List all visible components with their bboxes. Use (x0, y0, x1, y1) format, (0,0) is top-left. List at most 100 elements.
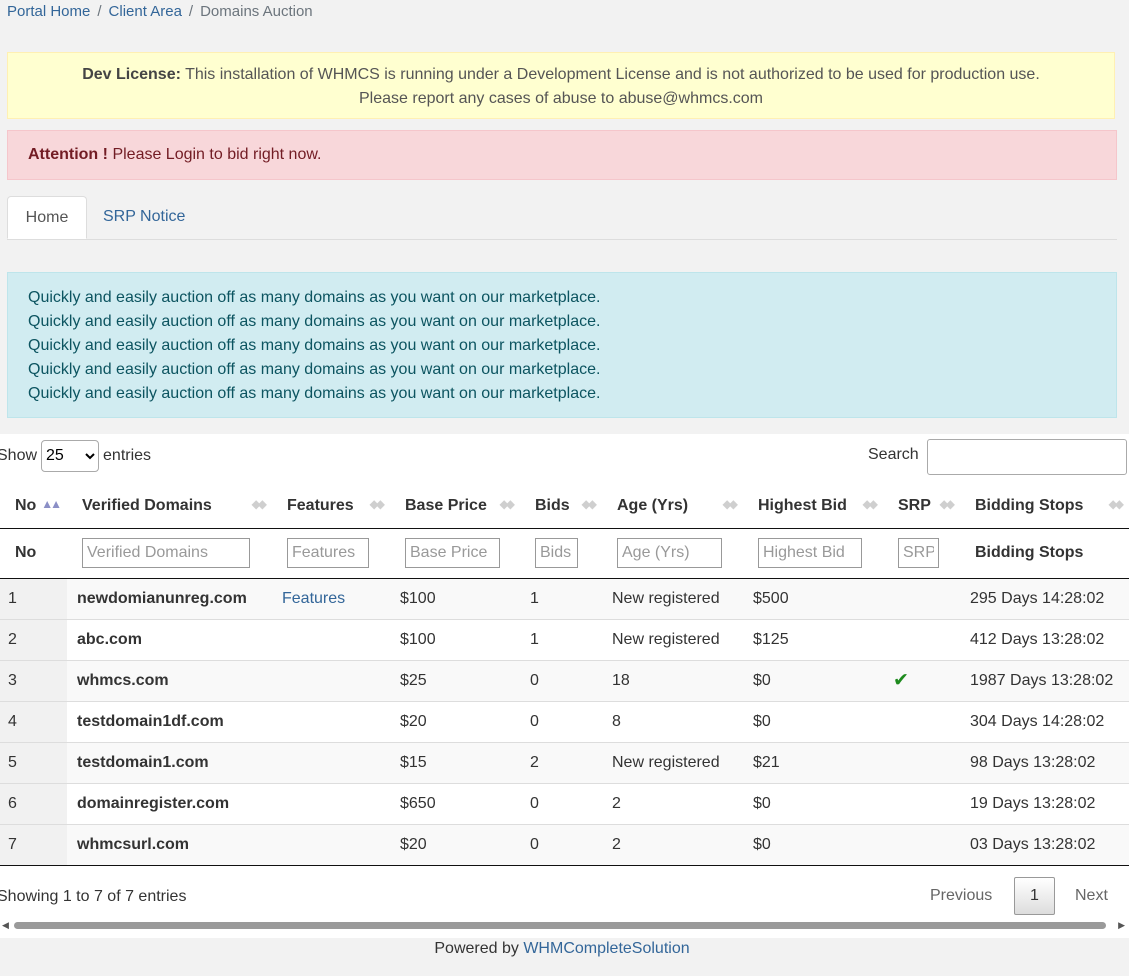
row-bidding-stops-cell: 412 Days 13:28:02 (960, 618, 1129, 660)
sort-both-icon: ◆◆ (251, 497, 268, 511)
table-header-row: No ▲▲ Verified Domains ◆◆ Features ◆◆ Base … (0, 484, 1129, 529)
filter-features[interactable] (287, 538, 369, 568)
table-row: 7 whmcsurl.com $20 0 2 $0 03 Days 13:28:02 (0, 823, 1129, 866)
sort-both-icon: ◆◆ (369, 497, 386, 511)
breadcrumb-separator: / (97, 3, 102, 20)
row-age-cell: 18 (602, 659, 743, 701)
sort-both-icon: ◆◆ (1108, 497, 1125, 511)
row-features-cell (272, 823, 390, 866)
pagination-previous[interactable]: Previous (930, 887, 993, 904)
row-age-cell: New registered (602, 741, 743, 783)
row-features-cell (272, 741, 390, 783)
row-bidding-stops-cell: 19 Days 13:28:02 (960, 782, 1129, 824)
col-header-highest-bid[interactable]: Highest Bid ◆◆ (743, 484, 883, 529)
footer: Powered by WHMCompleteSolution (0, 940, 1124, 958)
search-label: Search (868, 446, 919, 463)
table-row: 2 abc.com $100 1 New registered $125 412 Days … (0, 618, 1129, 660)
filter-bidding-stops-label: Bidding Stops (960, 528, 1129, 579)
sort-both-icon: ◆◆ (862, 497, 879, 511)
page-length-select[interactable]: 102550100 (41, 439, 100, 472)
col-header-verified-domains[interactable]: Verified Domains ◆◆ (67, 484, 272, 529)
sort-both-icon: ◆◆ (581, 497, 598, 511)
marketplace-info-box: Quickly and easily auction off as many d… (7, 272, 1117, 418)
filter-base-price[interactable] (405, 538, 500, 568)
dev-license-label: Dev License: (82, 66, 181, 83)
row-base-price-cell: $15 (390, 741, 520, 783)
row-bids-cell: 0 (520, 659, 602, 701)
tab-srp-notice[interactable]: SRP Notice (103, 208, 186, 225)
search-input[interactable] (927, 439, 1127, 475)
row-features-cell (272, 618, 390, 660)
table-row: 1 newdomianunreg.com Features $100 1 New regi… (0, 578, 1129, 619)
tab-home[interactable]: Home (7, 196, 87, 239)
col-header-no[interactable]: No ▲▲ (0, 484, 67, 529)
filter-srp[interactable] (898, 538, 939, 568)
sort-both-icon: ◆◆ (722, 497, 739, 511)
col-header-srp[interactable]: SRP ◆◆ (883, 484, 960, 529)
row-bidding-stops-cell: 1987 Days 13:28:02 (960, 659, 1129, 701)
col-header-label: Verified Domains (82, 496, 212, 514)
col-header-label: Highest Bid (758, 496, 847, 514)
filter-bids[interactable] (535, 538, 578, 568)
row-no-cell: 3 (0, 659, 67, 701)
table-row: 4 testdomain1df.com $20 0 8 $0 304 Days 14:28:… (0, 700, 1129, 742)
table-filter-row: No Bidding Stops (0, 528, 1129, 579)
col-header-bidding-stops[interactable]: Bidding Stops ◆◆ (960, 484, 1129, 529)
dev-license-text: This installation of WHMCS is running un… (185, 66, 1040, 83)
table-row: 5 testdomain1.com $15 2 New registered $21 98 … (0, 741, 1129, 783)
pagination-page-1[interactable]: 1 (1014, 877, 1055, 915)
filter-age[interactable] (617, 538, 722, 568)
row-features-cell (272, 782, 390, 824)
features-link[interactable]: Features (282, 589, 346, 607)
pagination-next[interactable]: Next (1075, 887, 1108, 904)
filter-verified-domains[interactable] (82, 538, 250, 568)
row-no-cell: 6 (0, 782, 67, 824)
col-header-features[interactable]: Features ◆◆ (272, 484, 390, 529)
filter-highest-bid[interactable] (758, 538, 862, 568)
row-no-cell: 2 (0, 618, 67, 660)
row-bidding-stops-cell: 304 Days 14:28:02 (960, 700, 1129, 742)
domains-table: No ▲▲ Verified Domains ◆◆ Features ◆◆ Base … (0, 484, 1129, 866)
breadcrumb: Portal Home / Client Area / Domains Auction (7, 3, 313, 20)
row-age-cell: 2 (602, 782, 743, 824)
row-bids-cell: 2 (520, 741, 602, 783)
row-bids-cell: 0 (520, 823, 602, 866)
row-domain-cell: testdomain1.com (67, 741, 272, 783)
col-header-base-price[interactable]: Base Price ◆◆ (390, 484, 520, 529)
row-srp-cell: ✔ (883, 659, 960, 701)
scroll-left-icon[interactable]: ◀ (2, 920, 9, 930)
row-base-price-cell: $20 (390, 823, 520, 866)
entries-label: entries (103, 447, 152, 464)
row-domain-cell: domainregister.com (67, 782, 272, 824)
row-highest-bid-cell: $0 (743, 823, 883, 866)
row-srp-cell (883, 823, 960, 866)
row-highest-bid-cell: $500 (743, 578, 883, 619)
table-row: 3 whmcs.com $25 0 18 $0 ✔ 1987 Days 13:28:02 (0, 659, 1129, 701)
col-header-age[interactable]: Age (Yrs) ◆◆ (602, 484, 743, 529)
row-no-cell: 7 (0, 823, 67, 866)
row-highest-bid-cell: $0 (743, 700, 883, 742)
col-header-bids[interactable]: Bids ◆◆ (520, 484, 602, 529)
breadcrumb-client-area[interactable]: Client Area (108, 3, 182, 20)
dev-license-line-1: Dev License: This installation of WHMCS … (8, 63, 1114, 87)
scrollbar-thumb[interactable] (14, 922, 1106, 929)
horizontal-scrollbar[interactable]: ◀ ▶ (0, 920, 1129, 932)
breadcrumb-portal-home[interactable]: Portal Home (7, 3, 91, 20)
breadcrumb-current: Domains Auction (200, 3, 313, 20)
row-base-price-cell: $650 (390, 782, 520, 824)
info-line: Quickly and easily auction off as many d… (28, 361, 601, 378)
row-bids-cell: 0 (520, 782, 602, 824)
col-header-label: No (15, 496, 37, 514)
row-age-cell: 8 (602, 700, 743, 742)
row-features-cell (272, 659, 390, 701)
tab-bar: Home SRP Notice (7, 196, 1117, 240)
footer-link[interactable]: WHMCompleteSolution (523, 940, 690, 957)
row-base-price-cell: $20 (390, 700, 520, 742)
page-length-control: Show102550100entries (0, 439, 151, 472)
auction-table-panel: Show102550100entries Search No ▲▲ Verifie… (0, 434, 1129, 938)
scroll-right-icon[interactable]: ▶ (1118, 920, 1125, 930)
table-info: Showing 1 to 7 of 7 entries (0, 888, 187, 905)
dev-license-alert: Dev License: This installation of WHMCS … (7, 52, 1115, 119)
col-header-label: SRP (898, 496, 931, 514)
row-srp-cell (883, 578, 960, 619)
